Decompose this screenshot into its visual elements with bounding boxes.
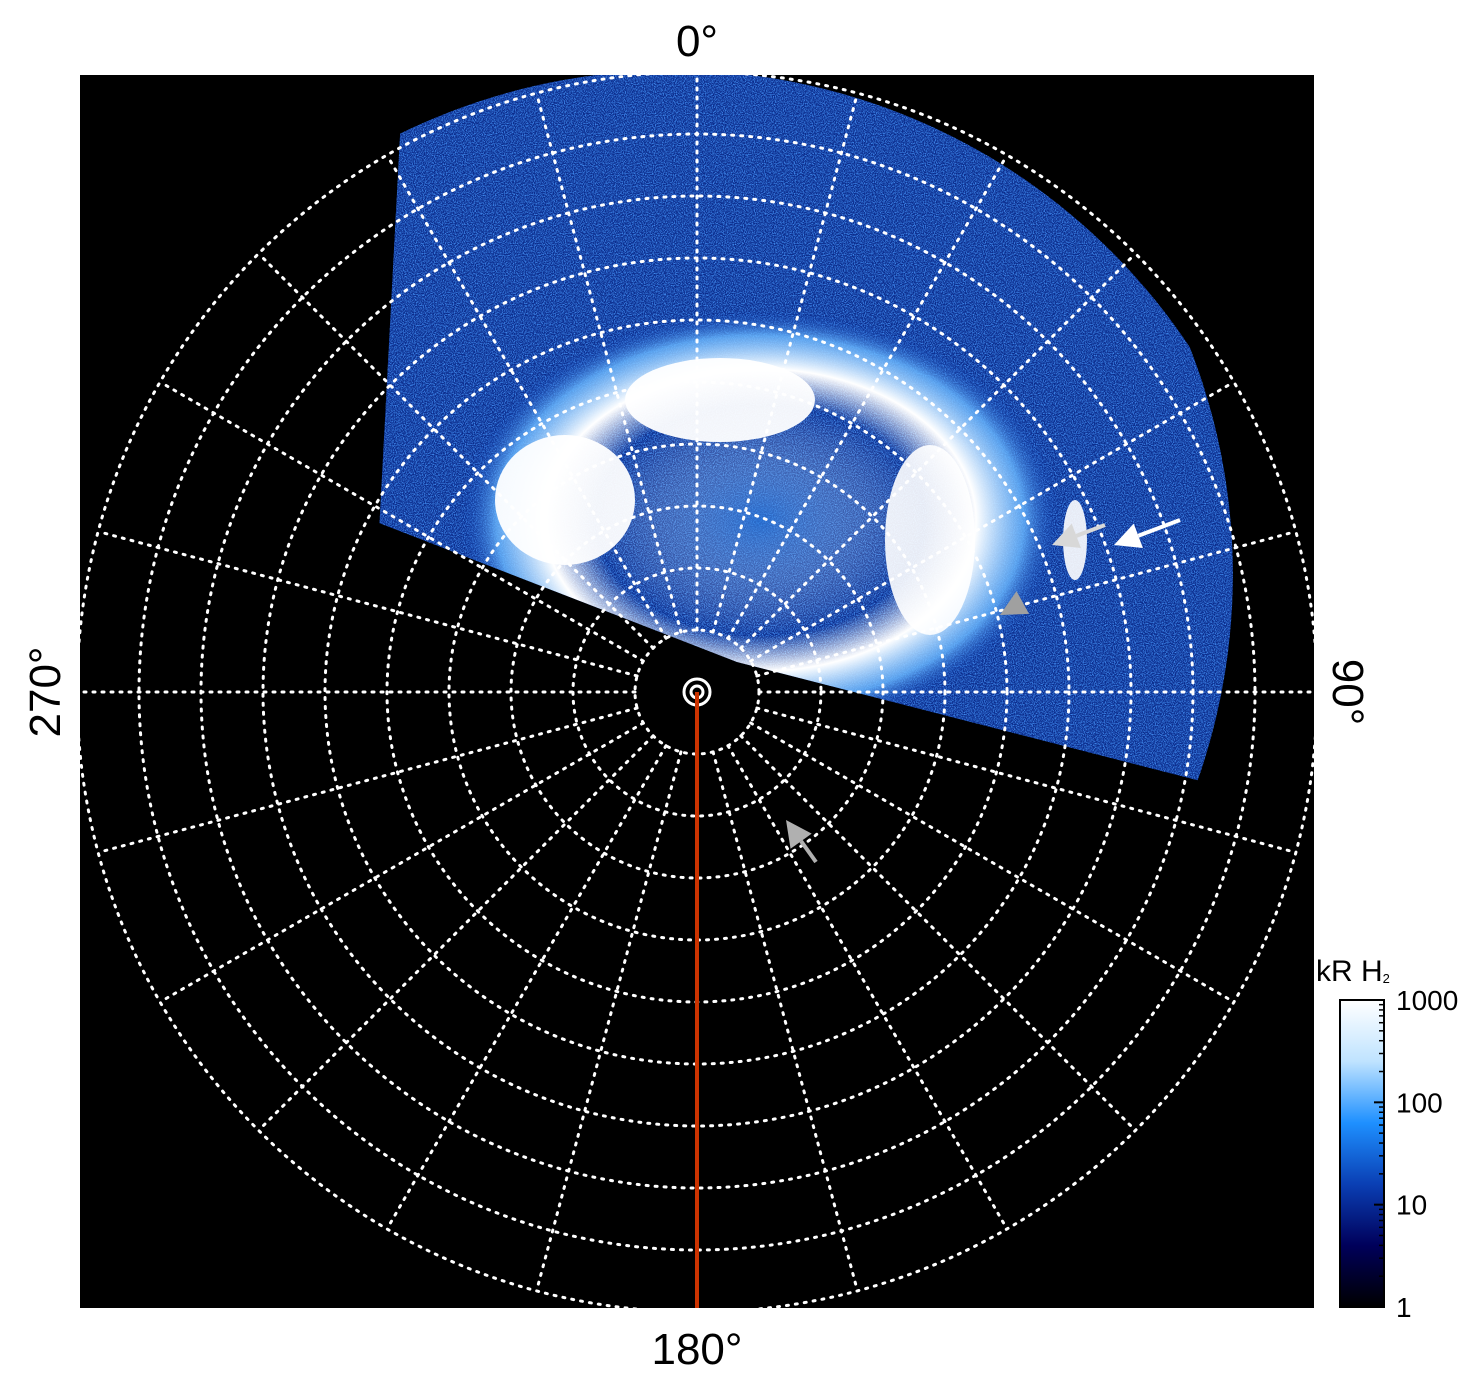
grid-spoke [96,706,639,854]
annotation-arrows [786,518,1181,864]
colorbar-tick-label: 1 [1396,1292,1412,1323]
grid-spoke [739,252,1137,650]
colorbar-tick-label: 1000 [1396,985,1458,1016]
bright-emission-patch-west [495,435,635,565]
colorbar-title-subscript: 2 [1382,971,1390,986]
colorbar-ticks: 1 10 100 1000 [1374,985,1458,1323]
colorbar: 1 10 100 1000 [1339,985,1458,1323]
grid-spoke [385,744,668,1231]
grid-spoke [385,153,668,640]
grid-spoke [755,706,1298,854]
angular-grid-spokes [80,75,1314,1308]
grid-ring [509,504,885,880]
annotation-arrow [1052,523,1106,548]
colorbar-title: kR H2 [1316,955,1390,994]
annotation-arrow [1114,518,1181,548]
angle-label-0: 0° [676,17,718,66]
grid-spoke [535,91,683,634]
grid-spoke [711,91,859,634]
grid-spoke [755,530,1298,678]
grid-spoke [96,530,639,678]
grid-spoke [739,734,1137,1132]
annotation-arrow [786,820,818,864]
grid-spoke [257,252,655,650]
grid-spoke [158,721,645,1004]
grid-spoke [726,744,1009,1231]
colorbar-tick-label: 100 [1396,1087,1443,1118]
angle-label-90: 90° [1323,659,1372,726]
angle-label-270: 270° [21,646,70,737]
bright-emission-patch-north [625,358,815,442]
grid-spoke [749,721,1236,1004]
grid-spoke [535,750,683,1293]
colorbar-title-text: kR H [1316,955,1383,988]
grid-spoke [257,734,655,1132]
grid-spoke [749,380,1236,663]
colorbar-tick-label: 10 [1396,1190,1427,1221]
grid-spoke [158,380,645,663]
grid-spoke [726,153,1009,640]
annotation-arrowhead [1000,591,1030,615]
bright-emission-patch-east [885,445,975,635]
grid-spoke [711,750,859,1293]
angle-label-180: 180° [651,1325,742,1374]
colorbar-fill [1339,999,1385,1308]
